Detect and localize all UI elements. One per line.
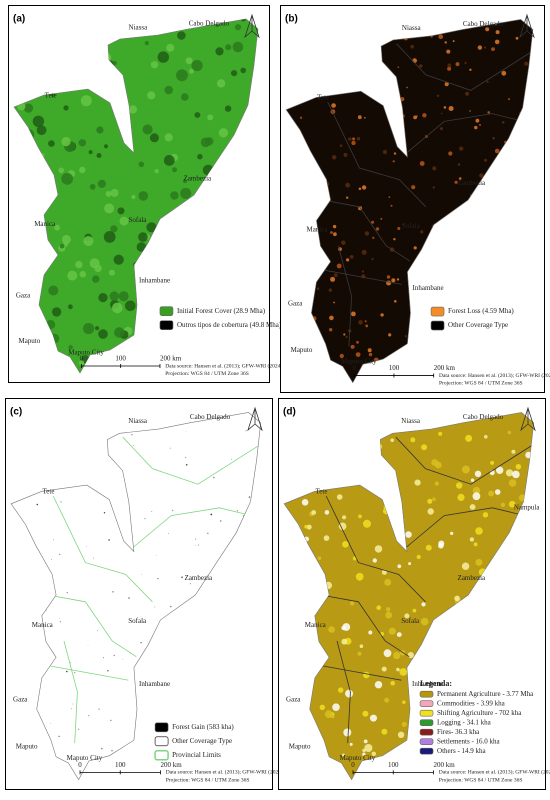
scale-label: 0 (351, 761, 355, 769)
scale-label: 100 (388, 761, 399, 769)
place-label: Manica (307, 226, 329, 234)
legend-swatch (420, 739, 433, 745)
scale-label: 100 (389, 364, 400, 372)
place-label: Zambezia (458, 574, 486, 582)
place-label: Niassa (129, 23, 149, 31)
scale-label: 200 km (434, 364, 456, 372)
legend-label: Settlements - 16.0 kha (437, 737, 500, 745)
place-label: Niassa (402, 24, 422, 32)
place-label: Maputo (289, 742, 311, 750)
legend-label: Logging - 34.1 kha (437, 718, 492, 726)
place-label: Cabo Delgado (189, 20, 230, 28)
source-note: Projection: WGS 84 / UTM Zone 36S (439, 381, 523, 387)
legend-label: Other Coverage Type (448, 321, 508, 329)
place-label: Cabo Delgado (190, 413, 231, 421)
place-label: Inhambane (139, 277, 170, 285)
place-label: Zambezia (458, 179, 486, 187)
place-label: Gaza (16, 292, 31, 300)
legend-label: Permanent Agriculture - 3.77 Mha (437, 690, 534, 698)
place-label: Tete (45, 91, 57, 99)
place-label: Nampula (514, 503, 541, 511)
legend-label: Outros tipos de cobertura (49.8 Mha) (177, 321, 282, 329)
place-label: Manica (34, 220, 56, 228)
legend-swatch (431, 321, 444, 330)
place-label: Maputo (291, 346, 313, 354)
place-label: Tete (316, 488, 328, 496)
place-label: Maputo City (341, 358, 377, 366)
scale-label: 100 (115, 761, 126, 769)
legend-swatch (160, 321, 173, 330)
place-label: Gaza (13, 695, 28, 703)
place-label: Tete (43, 488, 55, 496)
place-label: Maputo City (67, 754, 103, 762)
source-note: Projection: WGS 84 / UTM Zone 36S (166, 777, 250, 783)
place-label: Maputo (18, 337, 40, 345)
place-label: Niassa (128, 417, 148, 425)
place-label: Tete (317, 94, 329, 102)
legend-swatch (420, 729, 433, 735)
source-note: Data source: Hansen et al. (2013); GFW-W… (166, 769, 283, 776)
legend-swatch (420, 720, 433, 726)
legend-label: Forest Loss (4.59 Mha) (448, 307, 514, 315)
place-label: Gaza (286, 695, 301, 703)
panel-label: (c) (10, 407, 22, 418)
legend-label: Forest Gain (583 kha) (172, 723, 234, 731)
source-note: Data source: Hansen et al. (2013); GFW-W… (439, 372, 550, 379)
place-label: Maputo City (340, 754, 376, 762)
place-label: Inhambane (139, 680, 170, 688)
place-label: Niassa (401, 417, 421, 425)
legend-label: Shifting Agriculture - 702 kha (437, 709, 522, 717)
place-label: Maputo City (68, 348, 104, 356)
source-note: Projection: WGS 84 / UTM Zone 36S (165, 371, 249, 377)
scale-label: 0 (352, 364, 356, 372)
panel-label: (d) (283, 407, 296, 418)
place-label: Manica (305, 621, 327, 629)
place-label: Sofala (129, 216, 148, 224)
place-label: Cabo Delgado (463, 413, 504, 421)
legend-swatch (420, 691, 433, 697)
panel-label: (a) (13, 14, 25, 25)
scale-label: 0 (80, 355, 84, 363)
source-note: Projection: WGS 84 / UTM Zone 36S (439, 777, 523, 783)
legend-label: Provincial Limits (172, 751, 221, 759)
map-panel: (a) Niassa Cabo Delgado Tete Zambezia Manica S… (5, 0, 282, 386)
place-label: Gaza (288, 299, 303, 307)
legend-swatch (420, 748, 433, 754)
legend-swatch (155, 723, 168, 732)
legend-swatch (420, 710, 433, 716)
scale-label: 200 km (433, 761, 455, 769)
place-label: Manica (32, 621, 54, 629)
legend-swatch (155, 751, 168, 760)
legend-swatch (420, 701, 433, 707)
legend-title: Legenda: (420, 679, 452, 688)
place-label: Cabo Delgado (463, 20, 504, 28)
source-note: Data source: Hansen et al. (2013); GFW-W… (439, 769, 550, 776)
place-label: Zambezia (185, 574, 213, 582)
place-label: Maputo (16, 742, 38, 750)
scale-label: 200 km (160, 761, 182, 769)
legend-swatch (431, 307, 444, 316)
scale-label: 0 (78, 761, 82, 769)
scale-label: 200 km (160, 355, 182, 363)
legend-label: Commodities - 3.99 kha (437, 699, 506, 707)
place-label: Sofala (128, 617, 147, 625)
map-panel: (c) Niassa Cabo Delgado Tete Zambezia Manica S… (4, 398, 283, 790)
source-note: Data source: Hansen et al. (2013); GFW-W… (165, 362, 282, 369)
place-label: Inhambane (413, 284, 444, 292)
legend-swatch (160, 307, 173, 316)
scale-label: 100 (115, 355, 126, 363)
place-label: Sofala (401, 617, 420, 625)
map-panel: (d) Niassa Cabo Delgado Tete Zambezia Manica S… (276, 398, 550, 793)
legend-label: Initial Forest Cover (28.9 Mha) (177, 307, 266, 315)
legend-label: Others - 14.9 kha (437, 747, 486, 755)
map-panel: (b) Niassa Cabo Delgado Tete Zambezia Manica S… (279, 3, 550, 395)
legend-label: Other Coverage Type (172, 737, 232, 745)
legend-label: Fires- 36.3 kha (437, 728, 480, 736)
place-label: Zambezia (184, 174, 212, 182)
place-label: Sofala (402, 222, 421, 230)
panel-label: (b) (285, 14, 298, 25)
legend-swatch (155, 737, 168, 746)
